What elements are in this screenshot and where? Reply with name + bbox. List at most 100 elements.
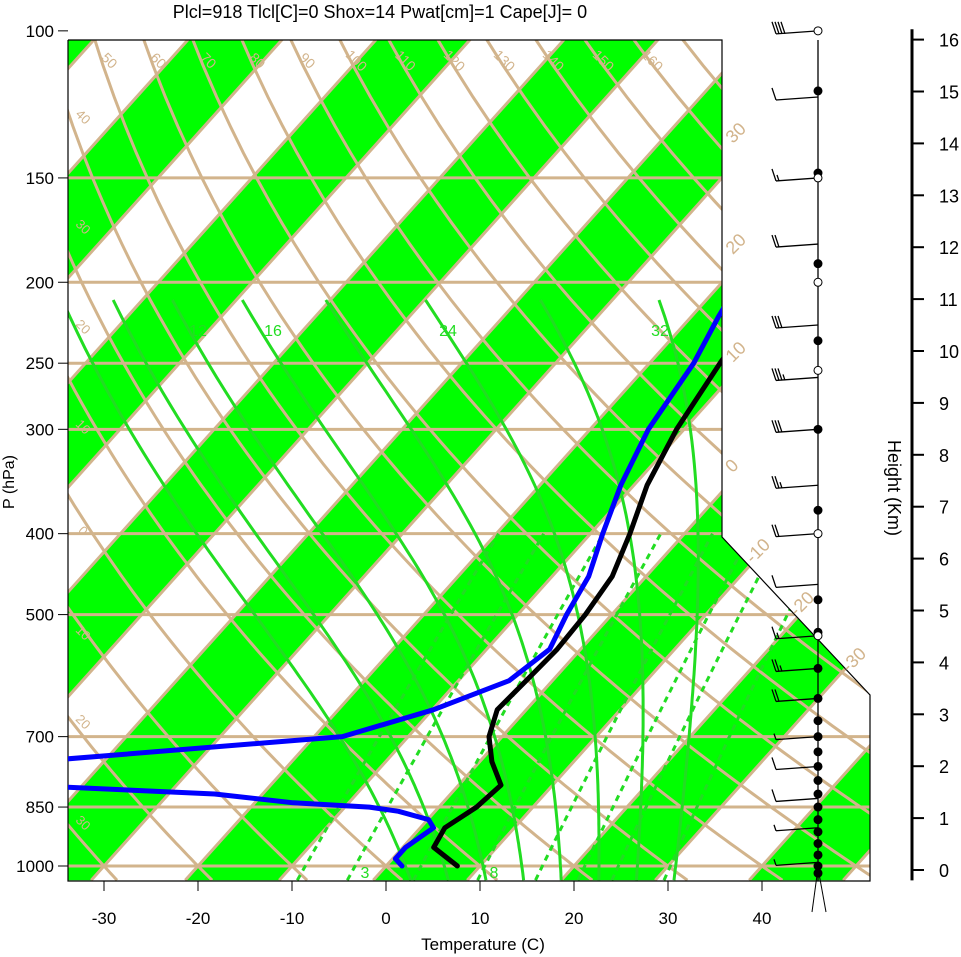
filled-dot [813,595,823,605]
moist-adiabat-line [324,299,563,881]
moist-band [749,40,870,881]
filled-dot [813,827,823,837]
mixing-ratio-label: 24 [439,323,457,340]
temperature-tick-label: 10 [471,909,490,928]
pressure-tick-label: 200 [26,273,54,292]
x-axis-label: Temperature (C) [421,935,545,954]
wind-flag [773,859,777,866]
isotherm-line [68,40,292,881]
dry-adiabat-label: 30 [722,119,750,147]
height-tick-label: 6 [939,550,949,570]
wind-barb [775,484,819,489]
temperature-tick-label: -20 [186,909,211,928]
dry-adiabat-line [68,40,214,881]
wind-flag [774,659,780,672]
wind-flag [777,21,783,35]
wind-flag [777,315,783,329]
pressure-tick-label: 1000 [16,857,54,876]
wind-flag [777,368,783,381]
filled-dot [813,868,823,878]
moist-band [68,40,290,881]
wind-flag [771,524,777,537]
dry-adiabat-label: 0 [721,455,742,476]
wind-barb [775,96,819,101]
wind-barb [775,243,819,248]
filled-dot [813,505,823,515]
height-tick-label: 12 [939,238,959,258]
isotherm-label: 90 [296,49,318,71]
height-tick-label: 7 [939,498,949,518]
filled-dot [813,259,823,269]
chart-title: Plcl=918 Tlcl[C]=0 Shox=14 Pwat[cm]=1 Ca… [173,2,587,22]
height-tick-label: 1 [939,809,949,829]
filled-dot [813,336,823,346]
wind-flag [774,234,780,248]
temperature-tick-label: 30 [659,909,678,928]
height-tick-label: 16 [939,31,959,51]
temperature-tick-label: 0 [381,909,390,928]
filled-dot [813,693,823,703]
wind-barb [775,861,819,867]
wind-flag [774,315,780,329]
height-tick-label: 2 [939,757,949,777]
pressure-axis: 100 150 200 250 300 400 500 700 850 1000 [16,22,68,876]
filled-dot [813,776,823,786]
pressure-tick-label: 150 [26,169,54,188]
dry-adiabat-line [68,40,309,881]
moist-adiabat-line [539,299,645,881]
wind-barb [775,765,819,771]
wind-barb [775,797,819,803]
y-axis-label: P (hPa) [1,455,18,509]
isotherm-label: 40 [73,106,94,127]
moist-band [68,40,666,881]
pressure-tick-label: 400 [26,525,54,544]
wind-flag [780,21,786,35]
height-tick-label: 4 [939,653,949,673]
filled-dot [813,839,823,849]
height-tick-label: 3 [939,705,949,725]
filled-dot [813,716,823,726]
wind-barb [775,177,819,182]
temperature-tick-label: 20 [565,909,584,928]
temperature-tick-label: -30 [92,909,117,928]
pressure-tick-label: 500 [26,606,54,625]
wind-flag [774,21,780,35]
moist-adiabat-lines [68,299,700,881]
wind-flag [771,575,777,588]
wind-flag [776,632,780,639]
dry-adiabat-line [236,40,870,881]
wind-barb-column [771,21,827,913]
height-tick-label: 13 [939,186,959,206]
wind-barb [775,735,819,741]
isotherm-line [68,40,386,881]
pressure-tick-label: 300 [26,420,54,439]
wind-flag [773,733,777,740]
wind-flag [774,420,780,433]
height-tick-label: 10 [939,342,959,362]
wind-barb [775,635,819,640]
wind-flag [776,174,780,182]
pressure-tick-label: 250 [26,354,54,373]
wind-barb [775,376,819,382]
wind-flag [771,21,777,35]
wind-barb [775,583,819,589]
wind-flag [771,789,777,802]
wind-flag [774,368,780,381]
filled-dot [813,850,823,860]
wind-barb [775,428,819,433]
height-tick-label: 15 [939,83,959,103]
mixing-ratio-line [662,533,829,881]
wind-flag [774,524,780,537]
isotherm-line [748,40,870,881]
dry-adiabat-line [90,40,784,881]
pressure-tick-label: 700 [26,728,54,747]
wind-flag [779,665,783,672]
dry-adiabat-line [333,40,870,881]
mixing-ratio-label: 16 [264,323,282,340]
filled-dot [813,86,823,96]
wind-flag [771,87,777,101]
isotherm-line [68,40,668,881]
moist-adiabat-line [241,299,526,881]
height-axis-label: Height (Km) [884,440,904,536]
wind-flag [771,234,777,248]
